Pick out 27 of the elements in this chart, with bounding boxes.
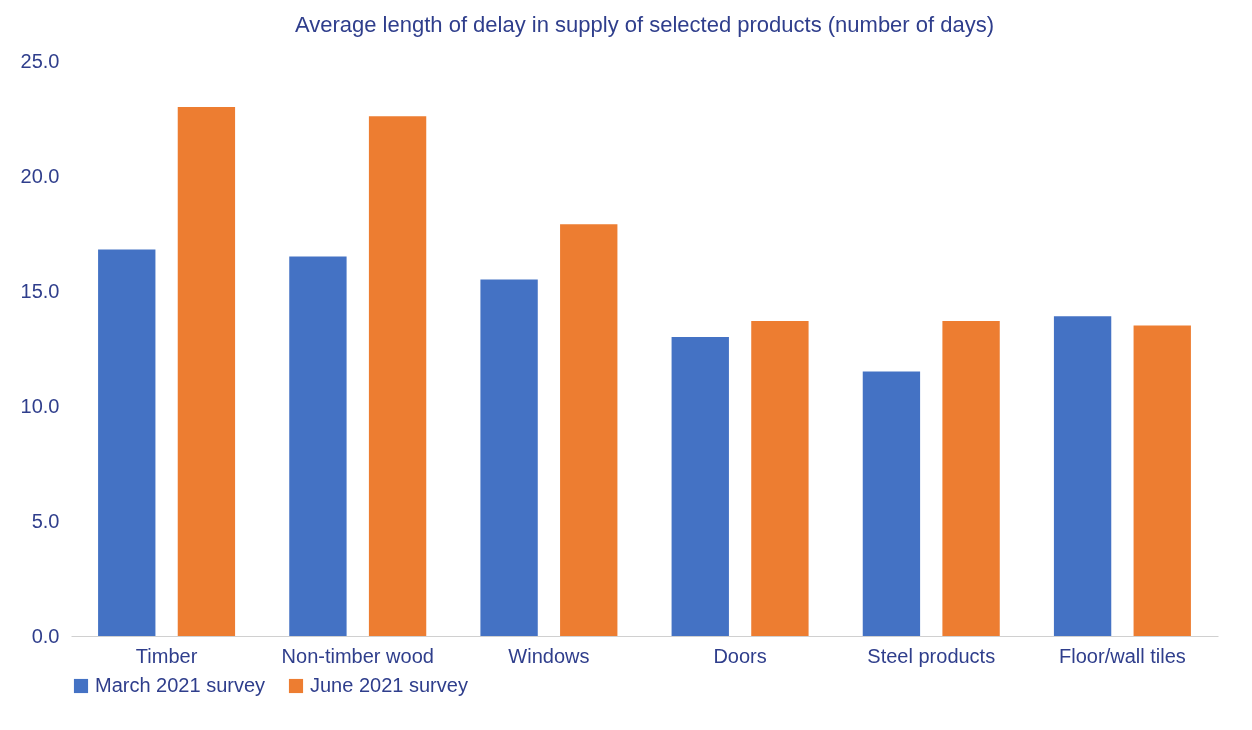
bar	[560, 224, 618, 636]
x-tick-label: Non-timber wood	[281, 644, 434, 667]
y-tick-label: 0.0	[31, 624, 60, 647]
y-tick-label: 25.0	[20, 49, 60, 72]
chart-title: Average length of delay in supply of selected products (number of days)	[294, 12, 995, 37]
x-tick-label: Timber	[135, 644, 198, 667]
legend-label: June 2021 survey	[310, 674, 468, 696]
bar	[368, 116, 427, 636]
bar	[289, 256, 347, 636]
x-tick-label: Windows	[508, 644, 590, 667]
bar	[1133, 325, 1191, 636]
bar	[98, 249, 156, 636]
bar	[751, 320, 809, 636]
bar	[942, 320, 1000, 636]
legend-label: March 2021 survey	[95, 674, 266, 696]
x-tick-label: Doors	[713, 644, 767, 667]
bar	[177, 107, 236, 636]
y-tick-label: 15.0	[20, 279, 60, 302]
x-tick-label: Steel products	[867, 644, 996, 667]
y-tick-label: 20.0	[20, 164, 60, 187]
bar	[671, 337, 729, 636]
y-tick-label: 10.0	[20, 394, 60, 417]
bar	[1053, 316, 1112, 636]
bar	[862, 371, 921, 636]
x-tick-label: Floor/wall tiles	[1059, 644, 1186, 667]
y-tick-label: 5.0	[31, 509, 60, 532]
bar	[480, 279, 538, 636]
